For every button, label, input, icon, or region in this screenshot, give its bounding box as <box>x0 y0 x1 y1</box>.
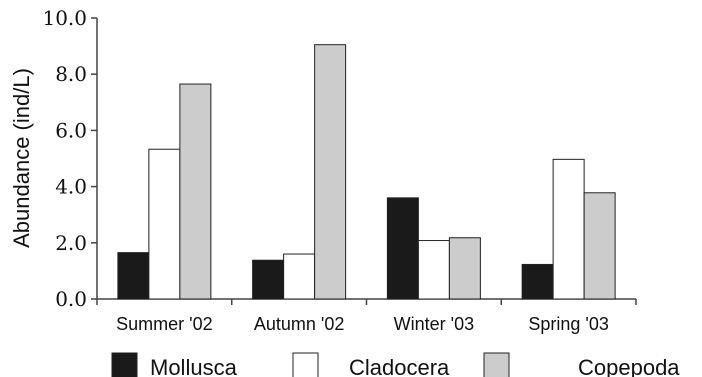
bar-mollusca-0 <box>117 252 150 300</box>
legend-swatch-cladocera <box>292 352 319 377</box>
bar-cladocera-2 <box>417 240 450 300</box>
x-category-label: Autumn '02 <box>254 314 345 334</box>
bar-copepoda-3 <box>583 192 616 300</box>
y-tick-label: 8.0 <box>55 62 87 86</box>
plot-area: 0.0 2.0 4.0 6.0 8.0 10.0 Summer '02 Autumn '02 W… <box>42 6 637 334</box>
y-tick-label: 10.0 <box>42 6 87 30</box>
y-tick-label: 6.0 <box>55 118 87 142</box>
legend-label-cladocera: Cladocera <box>349 355 450 377</box>
legend: Mollusca Cladocera Copepoda <box>111 352 680 377</box>
legend-label-copepoda: Copepoda <box>578 355 680 377</box>
y-tick-label: 0.0 <box>55 287 87 311</box>
bar-cladocera-3 <box>552 158 585 300</box>
x-category-label: Summer '02 <box>116 314 212 334</box>
bar-copepoda-0 <box>179 83 212 300</box>
bar-mollusca-1 <box>252 259 285 300</box>
legend-swatch-copepoda <box>483 352 510 377</box>
x-category-label: Winter '03 <box>394 314 474 334</box>
y-tick-label: 4.0 <box>55 175 87 199</box>
bar-copepoda-1 <box>314 44 347 300</box>
y-axis-label: Abundance (ind/L) <box>9 68 34 248</box>
bar-cladocera-1 <box>283 253 316 300</box>
bar-cladocera-0 <box>148 148 181 300</box>
bar-copepoda-2 <box>448 237 481 300</box>
x-category-label: Spring '03 <box>528 314 609 334</box>
bar-mollusca-3 <box>521 263 554 300</box>
y-tick-label: 2.0 <box>55 231 87 255</box>
bar-mollusca-2 <box>386 197 419 300</box>
legend-swatch-mollusca <box>111 352 138 377</box>
legend-label-mollusca: Mollusca <box>150 355 238 377</box>
